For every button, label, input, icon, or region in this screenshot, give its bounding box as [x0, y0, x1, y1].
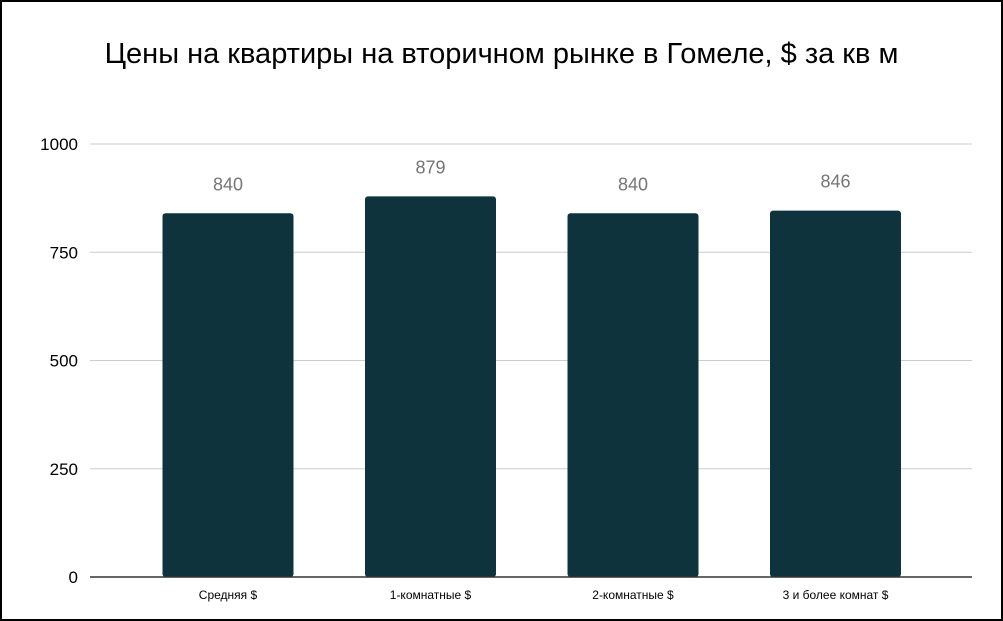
y-tick-label: 1000	[40, 135, 78, 154]
x-tick-label: 3 и более комнат $	[783, 588, 889, 602]
y-tick-label: 250	[50, 460, 78, 479]
data-label: 840	[213, 174, 243, 194]
chart-title: Цены на квартиры на вторичном рынке в Го…	[104, 38, 899, 70]
y-tick-label: 0	[69, 568, 78, 587]
bar	[365, 196, 496, 577]
data-label: 879	[415, 157, 445, 177]
y-tick-label: 500	[50, 352, 78, 371]
bar	[162, 213, 294, 577]
bar	[770, 210, 901, 577]
x-tick-label: 2-комнатные $	[592, 588, 674, 602]
data-label: 840	[618, 174, 648, 194]
x-tick-label: Средняя $	[199, 588, 258, 602]
data-label: 846	[820, 172, 850, 192]
bar	[567, 213, 699, 577]
y-tick-label: 750	[50, 243, 78, 262]
x-tick-label: 1-комнатные $	[390, 588, 472, 602]
